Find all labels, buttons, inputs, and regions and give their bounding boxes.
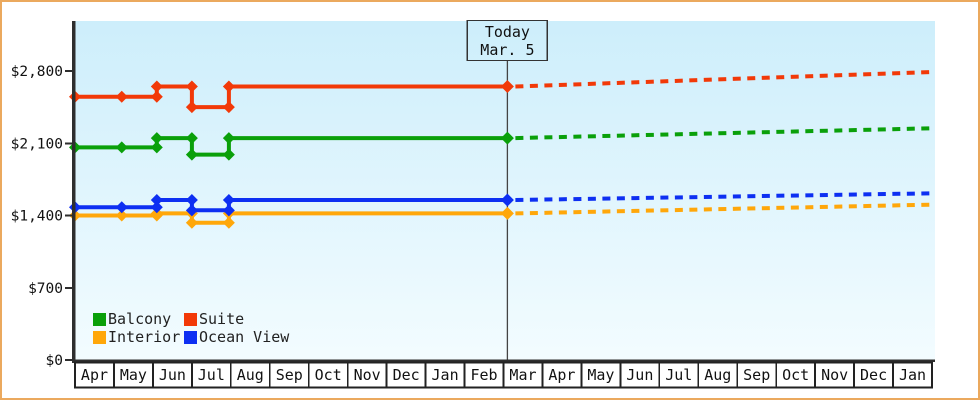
legend-row: Balcony Suite xyxy=(93,310,289,328)
interior-swatch-icon xyxy=(93,330,106,344)
data-point-marker xyxy=(500,193,514,207)
month-label: Feb xyxy=(470,366,497,384)
legend-label-interior: Interior xyxy=(108,328,181,346)
data-point-marker xyxy=(150,201,163,214)
month-label: Apr xyxy=(81,366,108,384)
month-label: May xyxy=(120,366,147,384)
month-label: Dec xyxy=(860,366,887,384)
data-point-marker xyxy=(185,132,198,145)
y-tick-label: $2,100 xyxy=(11,136,63,152)
data-point-marker xyxy=(115,201,128,214)
month-label: Jul xyxy=(665,366,692,384)
y-tick xyxy=(65,214,72,217)
x-axis-line xyxy=(72,359,935,362)
month-label: Jun xyxy=(159,366,186,384)
data-point-marker xyxy=(185,194,198,207)
month-label: Sep xyxy=(743,366,770,384)
y-tick-label: $1,400 xyxy=(11,209,63,225)
month-label: Jul xyxy=(198,366,225,384)
month-label: Jun xyxy=(626,366,653,384)
data-point-marker xyxy=(185,204,198,217)
suite-swatch-icon xyxy=(184,312,197,326)
month-cell xyxy=(346,361,388,389)
forecast-line-interior xyxy=(515,202,932,216)
month-label: May xyxy=(587,366,614,384)
legend-label-suite: Suite xyxy=(199,310,245,328)
ocean-view-swatch-icon xyxy=(184,330,197,344)
y-tick-label: $2,800 xyxy=(11,64,63,80)
data-point-marker xyxy=(500,131,514,145)
chart-legend: Balcony Suite Interior Ocean View xyxy=(93,310,289,346)
month-cell xyxy=(658,361,700,389)
data-point-marker xyxy=(222,148,235,161)
data-point-marker xyxy=(150,141,163,154)
data-point-marker xyxy=(150,90,163,103)
forecast-line-ocean-view xyxy=(515,191,932,203)
y-tick-label: $700 xyxy=(28,281,63,297)
data-point-marker xyxy=(150,194,163,207)
month-label: Nov xyxy=(354,366,381,384)
data-point-marker xyxy=(500,79,514,93)
legend-item-suite: Suite xyxy=(184,310,244,328)
legend-item-balcony: Balcony xyxy=(93,310,184,328)
data-point-marker xyxy=(185,148,198,161)
data-point-marker xyxy=(222,194,235,207)
balcony-swatch-icon xyxy=(93,312,106,326)
today-box-date: Mar. 5 xyxy=(480,41,534,59)
month-label: Jan xyxy=(899,366,926,384)
y-tick xyxy=(65,286,72,289)
month-cell xyxy=(697,361,739,389)
data-point-marker xyxy=(185,216,198,229)
y-tick xyxy=(65,142,72,145)
legend-label-balcony: Balcony xyxy=(108,310,172,328)
data-point-marker xyxy=(500,206,514,220)
today-box-title: Today xyxy=(485,23,530,41)
forecast-line-balcony xyxy=(515,126,932,141)
data-point-marker xyxy=(150,80,163,93)
month-label: Dec xyxy=(393,366,420,384)
month-label: Mar xyxy=(509,366,536,384)
data-point-marker xyxy=(185,80,198,93)
y-tick-label: $0 xyxy=(46,353,63,369)
month-cell xyxy=(892,361,933,389)
month-label: Apr xyxy=(548,366,575,384)
data-point-marker xyxy=(115,141,128,154)
month-cell xyxy=(541,361,583,389)
data-point-marker xyxy=(150,207,163,220)
month-cell xyxy=(229,361,271,389)
month-label: Aug xyxy=(237,366,264,384)
month-label: Oct xyxy=(782,366,809,384)
today-box xyxy=(466,19,549,62)
data-point-marker xyxy=(150,132,163,145)
data-point-marker xyxy=(222,80,235,93)
legend-label-ocean-view: Ocean View xyxy=(199,328,290,346)
month-cell xyxy=(619,361,661,389)
month-cell xyxy=(113,361,154,389)
data-point-marker xyxy=(115,90,128,103)
month-label: Nov xyxy=(821,366,848,384)
data-point-marker xyxy=(115,209,128,222)
month-label: Aug xyxy=(704,366,731,384)
data-point-marker xyxy=(222,204,235,217)
legend-row: Interior Ocean View xyxy=(93,328,289,346)
legend-item-ocean-view: Ocean View xyxy=(184,328,289,346)
month-label: Sep xyxy=(276,366,303,384)
y-tick xyxy=(65,70,72,73)
month-label: Oct xyxy=(315,366,342,384)
legend-item-interior: Interior xyxy=(93,328,184,346)
data-point-marker xyxy=(222,216,235,229)
y-axis-line xyxy=(72,21,76,363)
data-point-marker xyxy=(222,101,235,114)
forecast-line-suite xyxy=(515,70,932,89)
month-label: Jan xyxy=(432,366,459,384)
data-point-marker xyxy=(222,132,235,145)
y-tick xyxy=(65,359,72,362)
data-point-marker xyxy=(185,101,198,114)
